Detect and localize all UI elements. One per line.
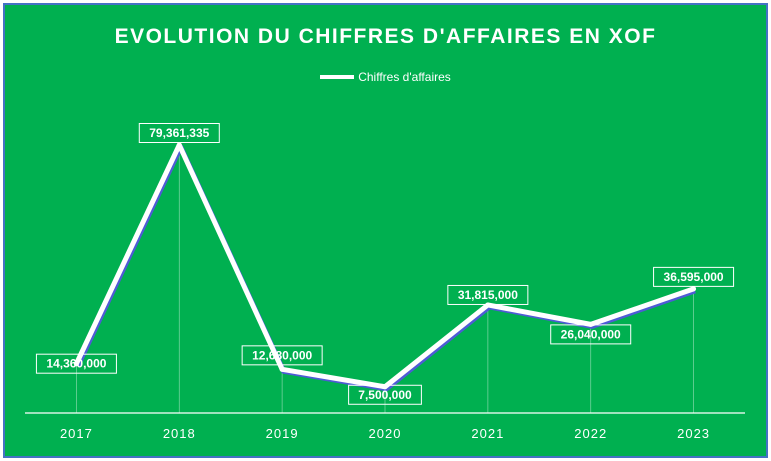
x-tick-label: 2022 bbox=[574, 426, 607, 441]
data-label: 31,815,000 bbox=[458, 288, 518, 302]
x-tick-label: 2021 bbox=[471, 426, 504, 441]
legend: Chiffres d'affaires bbox=[5, 70, 766, 84]
x-tick-label: 2023 bbox=[677, 426, 710, 441]
data-label-box bbox=[348, 384, 422, 405]
plot-area: 14,360,000 79,361,335 12,680,000 7,500,000 3… bbox=[25, 123, 745, 441]
data-label: 14,360,000 bbox=[46, 357, 106, 371]
data-label-box bbox=[447, 284, 529, 305]
data-label: 26,040,000 bbox=[561, 327, 621, 341]
x-tick-label: 2019 bbox=[266, 426, 299, 441]
data-label-box bbox=[241, 345, 323, 366]
series-line-shadow bbox=[75, 144, 696, 392]
x-tick-label: 2018 bbox=[163, 426, 196, 441]
data-label: 12,680,000 bbox=[252, 348, 312, 362]
data-label: 36,595,000 bbox=[664, 270, 724, 284]
data-point bbox=[279, 366, 285, 372]
legend-label: Chiffres d'affaires bbox=[358, 70, 451, 84]
data-label-box bbox=[138, 123, 220, 143]
legend-swatch bbox=[320, 75, 355, 79]
x-tick-label: 2020 bbox=[369, 426, 402, 441]
x-tick-label: 2017 bbox=[60, 426, 93, 441]
data-point bbox=[691, 286, 697, 292]
data-label-box bbox=[35, 353, 117, 374]
data-label: 79,361,335 bbox=[149, 126, 209, 140]
chart-area: EVOLUTION DU CHIFFRES D'AFFAIRES EN XOF … bbox=[3, 3, 768, 458]
data-point bbox=[176, 142, 182, 148]
chart-title: EVOLUTION DU CHIFFRES D'AFFAIRES EN XOF bbox=[114, 25, 657, 48]
data-label-box bbox=[653, 266, 735, 287]
series-line bbox=[74, 142, 695, 390]
data-label-box bbox=[550, 324, 632, 345]
data-label: 7,500,000 bbox=[358, 388, 412, 402]
data-point bbox=[73, 361, 79, 367]
